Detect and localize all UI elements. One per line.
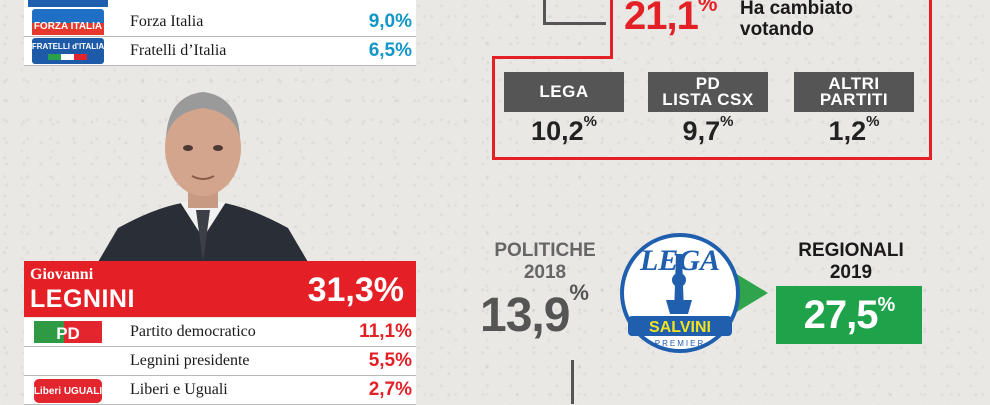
changed-vote-value: 21,1% — [624, 0, 717, 38]
lega-salvini-logo: LEGA SALVINI PREMIER — [620, 233, 768, 353]
leu-logo: Liberi UGUALI — [34, 379, 103, 403]
party-name: Fratelli d’Italia — [130, 42, 227, 59]
party-pct: 5,5% — [368, 350, 412, 371]
party-pct: 11,1% — [359, 321, 412, 342]
politiche-value: 13,9% — [480, 280, 589, 342]
candidate-banner: Giovanni LEGNINI 31,3% — [24, 261, 416, 317]
pd-logo: PD — [34, 321, 102, 343]
candidate-first-name: Giovanni — [30, 266, 94, 283]
svg-text:PD: PD — [56, 324, 80, 343]
regionali-value-box: 27,5% — [776, 286, 922, 344]
lega-mini-logo — [28, 0, 108, 7]
list-item: FORZA ITALIA Forza Italia 9,0% — [24, 8, 416, 37]
party-value: 1,2% — [828, 113, 880, 146]
forza-italia-logo: FORZA ITALIA — [32, 9, 104, 35]
box-border — [492, 56, 495, 160]
party-label: LEGA — [504, 72, 624, 112]
list-item: Liberi UGUALI Liberi e Uguali 2,7% — [24, 376, 416, 405]
candidate-pct: 31,3% — [307, 271, 404, 309]
party-label: PD LISTA CSX — [648, 72, 768, 112]
svg-text:PREMIER: PREMIER — [655, 339, 705, 348]
party-value: 10,2% — [531, 113, 597, 146]
party-name: Liberi e Uguali — [130, 381, 228, 398]
svg-text:SALVINI: SALVINI — [649, 319, 711, 336]
vote-change-box — [492, 0, 932, 160]
candidate-last-name: LEGNINI — [30, 285, 135, 313]
connector-line — [543, 0, 606, 25]
fratelli-italia-logo: FRATELLI d'ITALIA — [32, 38, 104, 64]
list-item: FRATELLI d'ITALIA Fratelli d’Italia 6,5% — [24, 37, 416, 66]
list-item: PD Partito democratico 11,1% — [24, 318, 416, 347]
party-box-altri: ALTRI PARTITI 1,2% — [794, 72, 914, 147]
box-border — [610, 0, 613, 58]
box-border — [492, 56, 613, 59]
connector-line — [571, 360, 574, 404]
party-box-pd: PD LISTA CSX 9,7% — [648, 72, 768, 147]
party-name: Legnini presidente — [130, 352, 250, 369]
results-column: FORZA ITALIA Forza Italia 9,0% FRATELLI … — [24, 0, 416, 405]
candidate-photo — [98, 92, 308, 262]
svg-text:FRATELLI d'ITALIA: FRATELLI d'ITALIA — [32, 42, 104, 51]
party-box-lega: LEGA 10,2% — [504, 72, 624, 147]
party-name: Partito democratico — [130, 323, 256, 340]
politiche-title: POLITICHE 2018 — [494, 240, 596, 283]
regionali-title: REGIONALI 2019 — [798, 240, 904, 283]
party-pct: 9,0% — [368, 11, 412, 32]
svg-text:FORZA ITALIA: FORZA ITALIA — [34, 21, 102, 32]
box-border — [929, 0, 932, 160]
party-value: 9,7% — [682, 113, 734, 146]
party-pct: 6,5% — [368, 40, 412, 61]
changed-vote-label: Ha cambiato votando — [740, 0, 853, 40]
box-border — [492, 157, 932, 160]
party-label: ALTRI PARTITI — [794, 72, 914, 112]
svg-text:Liberi UGUALI: Liberi UGUALI — [34, 386, 103, 397]
list-item: Legnini presidente 5,5% — [24, 347, 416, 376]
party-name: Forza Italia — [130, 13, 204, 30]
regionali-value: 27,5 — [803, 292, 879, 337]
party-pct: 2,7% — [368, 379, 412, 400]
